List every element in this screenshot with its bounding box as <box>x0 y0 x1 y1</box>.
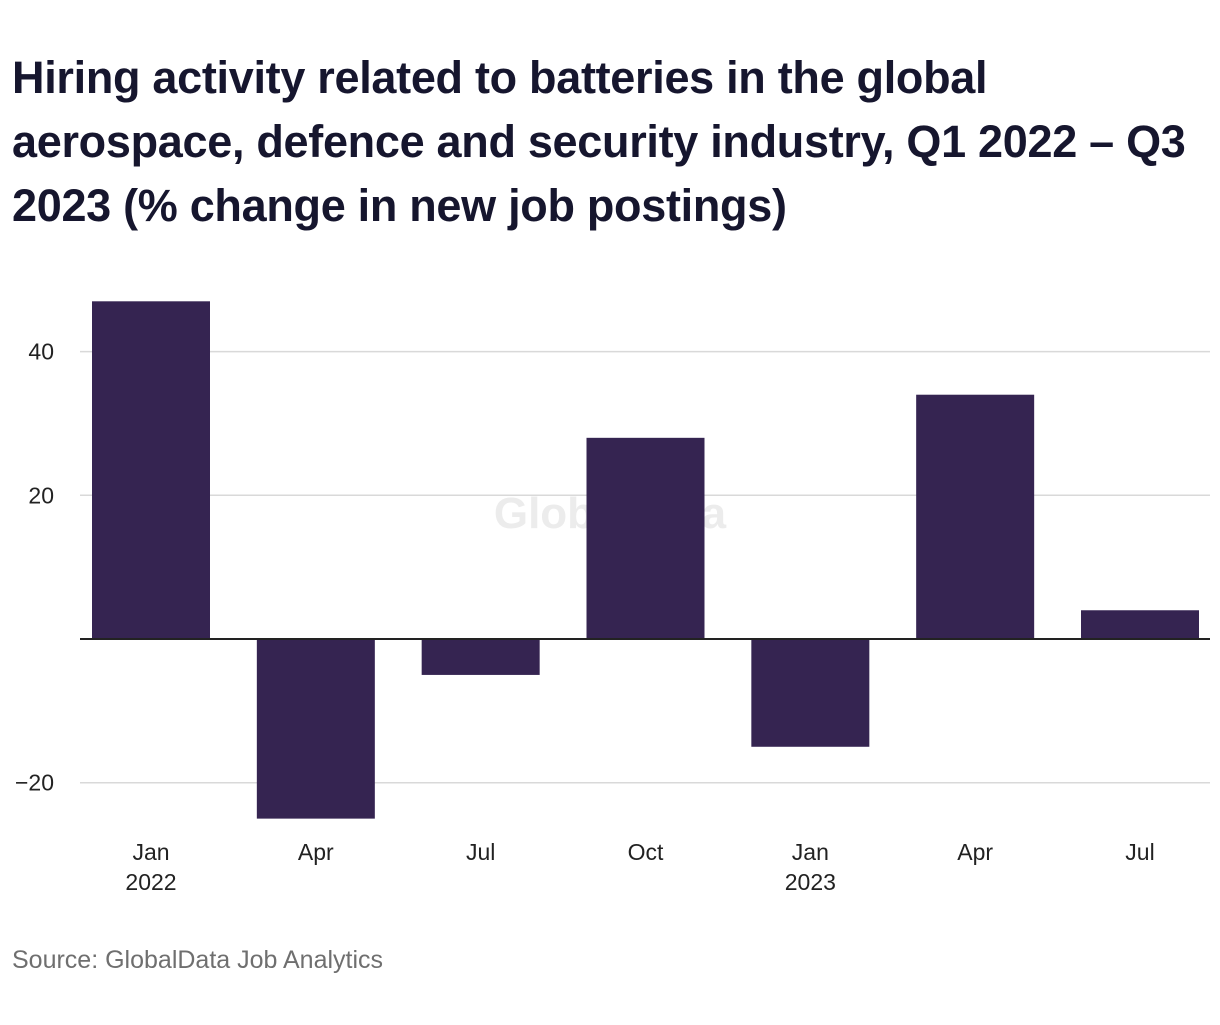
bar <box>92 301 210 639</box>
y-tick-label: 40 <box>28 339 54 365</box>
source-note: Source: GlobalData Job Analytics <box>12 946 384 974</box>
y-axis-ticks: −20 20 40 <box>15 339 54 796</box>
bar <box>1081 610 1199 639</box>
bar <box>751 639 870 747</box>
bars <box>92 301 1199 819</box>
x-tick-year-label: 2022 <box>125 869 176 895</box>
y-tick-label: 20 <box>28 482 54 508</box>
x-tick-label: Oct <box>628 839 664 865</box>
chart-title: Hiring activity related to batteries in … <box>12 52 1186 231</box>
bar <box>916 394 1035 639</box>
bar <box>586 437 705 639</box>
bar <box>256 639 375 819</box>
x-tick-label: Apr <box>298 839 334 865</box>
x-axis-ticks: Jan 2022 Apr Jul Oct Jan 2023 Apr Jul <box>125 839 1154 895</box>
y-tick-label: −20 <box>15 770 54 796</box>
x-tick-label: Jul <box>1125 839 1154 865</box>
x-tick-label: Jan <box>132 839 169 865</box>
x-tick-label: Jul <box>466 839 495 865</box>
x-tick-year-label: 2023 <box>785 869 836 895</box>
bar <box>421 639 540 675</box>
x-tick-label: Apr <box>957 839 993 865</box>
x-tick-label: Jan <box>792 839 829 865</box>
